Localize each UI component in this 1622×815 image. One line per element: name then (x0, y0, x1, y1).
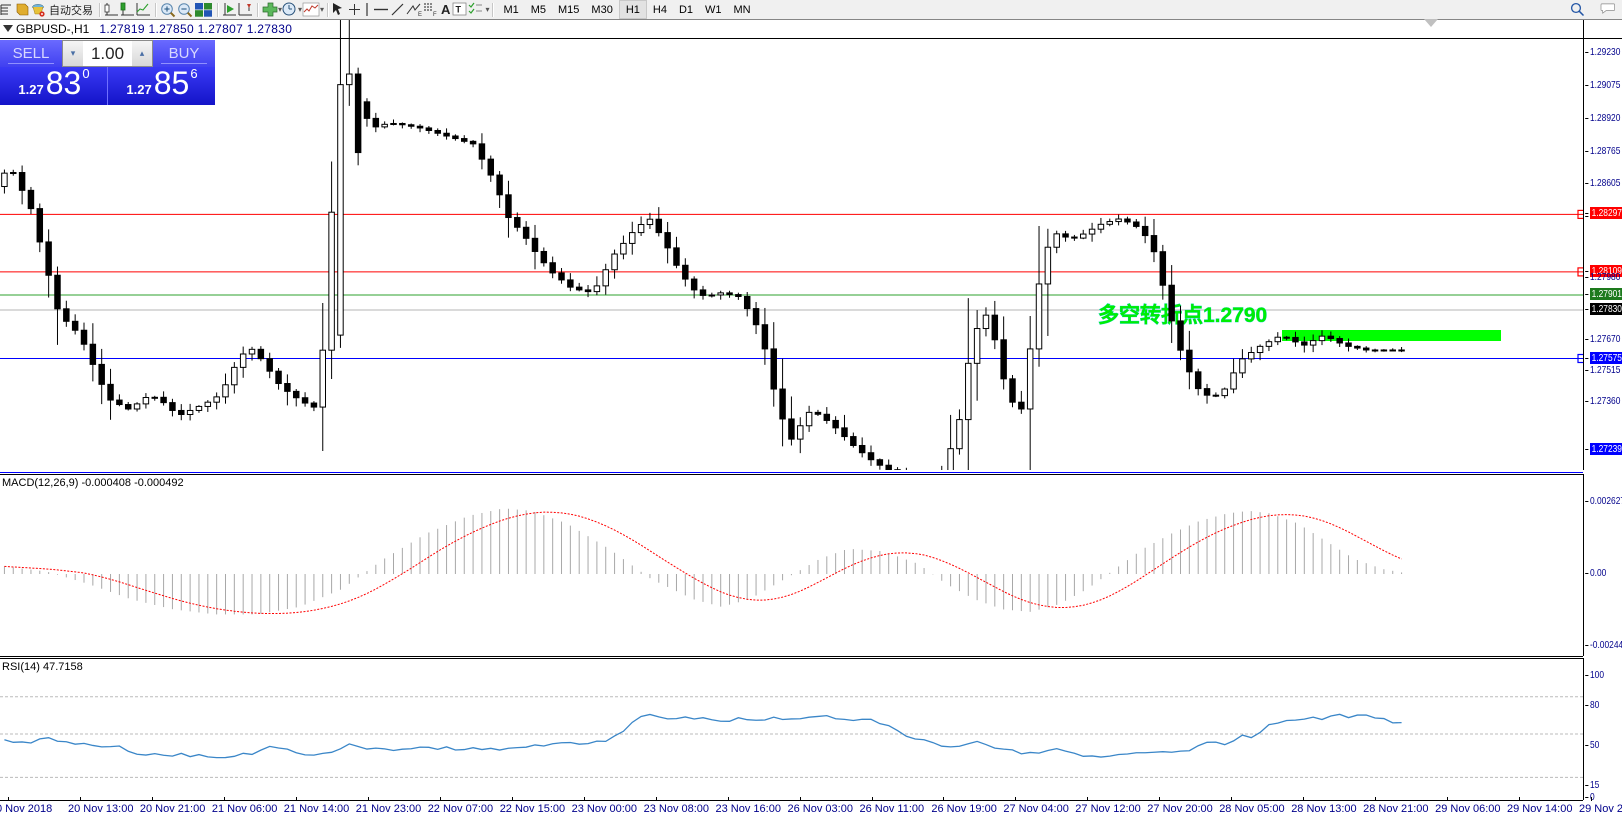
svg-text:E: E (418, 12, 422, 17)
svg-text:T: T (456, 5, 462, 15)
svg-text:F: F (433, 12, 437, 17)
